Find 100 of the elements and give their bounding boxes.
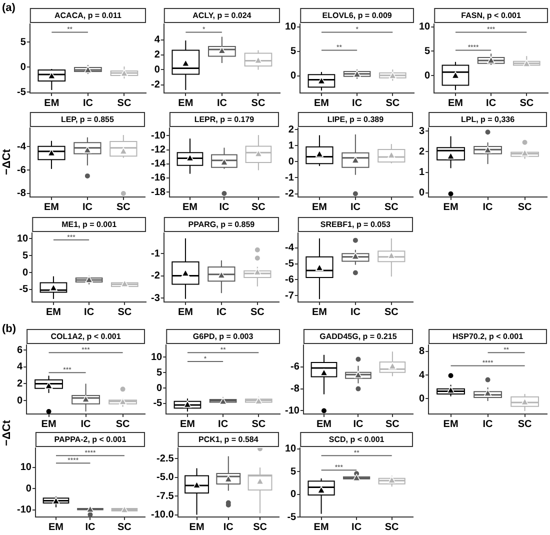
y-tick-label: -5 [16, 86, 26, 98]
chart-title: HSP70.2, p < 0.001 [452, 332, 524, 342]
y-tick-label: -5 [287, 512, 297, 523]
text: (b) [2, 323, 16, 335]
y-tick-label: 10 [20, 462, 32, 474]
y-tick-label: 5 [20, 36, 26, 48]
chart-title: LIPE, p = 0.389 [327, 115, 384, 124]
y-tick-label: 0 [419, 393, 425, 404]
y-tick-label: 0 [290, 489, 297, 500]
x-tick-label: EM [314, 522, 329, 533]
y-tick-label: 0 [17, 395, 23, 406]
y-tick-label: 5 [22, 250, 29, 262]
x-tick-label: IC [219, 202, 230, 213]
x-tick-label: SC [384, 202, 398, 213]
y-tick-label: -2 [150, 80, 160, 90]
x-tick-label: IC [486, 98, 496, 109]
x-tick-label: SC [118, 522, 132, 533]
x-tick-label: SC [116, 202, 130, 213]
y-tick-label: 3 [419, 126, 425, 137]
y-tick-label: -6 [284, 274, 294, 286]
x-tick-label: IC [482, 418, 493, 430]
y-tick-label: 4 [154, 34, 160, 46]
x-tick-label: SC [251, 98, 266, 109]
x-tick-label: SC [518, 418, 532, 430]
x-tick-label: IC [352, 522, 362, 533]
y-tick-label: -6 [290, 362, 300, 373]
y-tick-label: 5 [290, 46, 297, 58]
y-tick-label: -1 [284, 172, 294, 184]
x-tick-label: IC [352, 98, 362, 109]
chart-title: G6PD, p = 0.003 [192, 332, 254, 342]
y-tick-label: 10 [17, 234, 29, 244]
x-tick-label: EM [316, 418, 332, 430]
chart-title: PPARG, p = 0.859 [188, 220, 256, 230]
x-tick-label: IC [84, 306, 94, 318]
y-tick-label: 10 [419, 22, 431, 33]
y-tick-label: 4 [17, 362, 23, 373]
x-tick-label: EM [189, 522, 204, 533]
x-tick-label: SC [520, 98, 534, 109]
y-tick-label: 5 [290, 466, 297, 478]
x-tick-label: EM [44, 98, 60, 109]
x-tick-label: IC [482, 202, 493, 213]
x-tick-label: SC [250, 306, 264, 318]
y-tick-label: 2 [154, 50, 160, 60]
y-tick-label: 2 [419, 146, 425, 158]
y-tick-label: 10 [285, 22, 297, 33]
chart-title: GADD45G, p = 0.215 [320, 332, 398, 342]
x-tick-label: EM [178, 98, 194, 109]
y-tick-label: 8 [419, 346, 425, 358]
y-tick-label: -18 [151, 186, 166, 198]
y-tick-label: 0 [20, 62, 26, 73]
y-tick-label: -10 [151, 130, 166, 142]
y-tick-label: -10.0 [150, 510, 174, 520]
x-tick-label: SC [117, 98, 132, 109]
y-tick-label: -2 [150, 270, 160, 282]
x-tick-label: EM [443, 202, 458, 213]
y-tick-label: 0 [288, 156, 294, 168]
x-tick-label: IC [85, 522, 96, 533]
y-tick-label: -2.5 [156, 453, 174, 464]
chart-title: ACACA, p = 0.011 [54, 11, 122, 20]
chart-title: ACLY, p = 0.024 [192, 11, 252, 20]
x-tick-label: IC [216, 306, 226, 318]
y-tick-label: -8 [290, 384, 300, 395]
y-axis-title: −ΔCt [0, 149, 13, 175]
chart-title: LEP, p = 0.855 [60, 115, 114, 124]
x-tick-label: EM [312, 202, 327, 213]
x-tick-label: IC [80, 418, 91, 430]
y-tick-label: -3 [150, 292, 160, 304]
x-tick-label: EM [182, 202, 198, 213]
x-tick-label: SC [384, 522, 399, 533]
y-tick-label: 1 [419, 167, 425, 178]
x-tick-label: IC [350, 202, 360, 213]
y-tick-label: 0 [154, 64, 160, 76]
x-tick-label: IC [82, 98, 93, 109]
text: (a) [2, 2, 16, 14]
y-tick-label: 6 [17, 344, 23, 356]
x-tick-label: EM [48, 522, 64, 533]
chart-title: LPL, p = 0,336 [460, 115, 516, 124]
y-tick-label: 5 [424, 46, 431, 57]
y-tick-label: 2 [288, 124, 294, 136]
y-tick-label: -5 [284, 258, 294, 270]
chart-title: ELOVL6, p = 0.009 [322, 11, 392, 20]
x-tick-label: EM [41, 418, 56, 430]
y-tick-label: -10 [285, 405, 300, 416]
chart-title: PCK1, p = 0.584 [198, 435, 259, 444]
y-tick-label: 0 [22, 267, 29, 278]
x-tick-label: EM [314, 98, 329, 109]
x-tick-label: SC [118, 306, 132, 318]
y-axis-title: −ΔCt [0, 420, 13, 446]
y-tick-label: 10 [151, 352, 163, 363]
x-tick-label: EM [312, 306, 327, 318]
y-tick-label: -6 [16, 164, 26, 176]
x-tick-label: IC [82, 202, 92, 213]
y-tick-label: -14 [151, 158, 166, 170]
x-tick-label: SC [384, 306, 398, 318]
y-tick-label: -5 [19, 284, 29, 296]
y-tick-label: 1 [288, 140, 294, 152]
y-tick-label: -5.0 [156, 472, 174, 483]
x-tick-label: IC [350, 306, 360, 318]
y-tick-label: -10 [17, 504, 32, 516]
x-tick-label: SC [116, 418, 130, 430]
